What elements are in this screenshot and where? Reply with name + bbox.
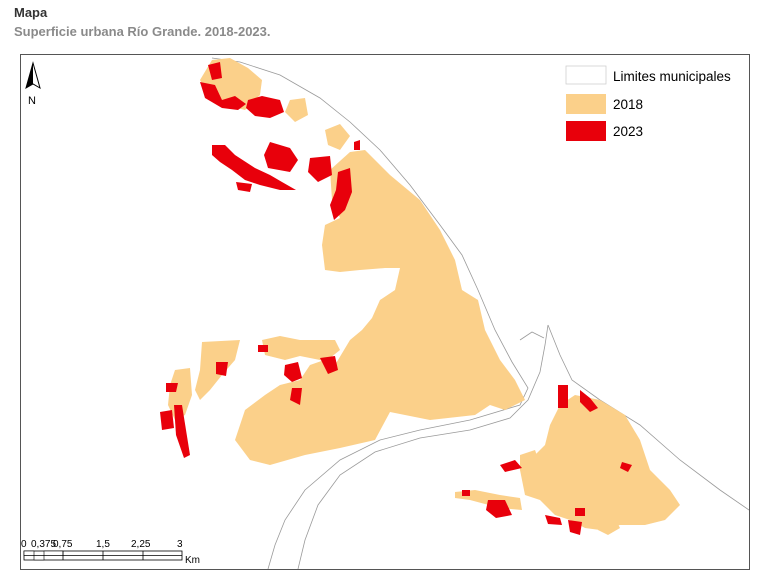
legend-swatch-2023 [566,121,606,141]
urban-2023-f [264,142,298,172]
scale-tick-3: 1,5 [96,539,110,550]
urban-2023-y [620,462,632,472]
urban-2023-s [580,390,598,412]
urban-2023-e [236,182,252,192]
urban-2023-r [558,385,568,408]
north-label: N [28,95,36,107]
urban-2023-p [160,410,174,430]
urban-2018-southeast [520,395,680,530]
urban-2023-m [290,388,302,405]
urban-2023-l [320,356,338,374]
urban-2018-main [235,150,525,465]
legend-label-limites: Limites municipales [613,69,731,84]
urban-2023-o [166,383,178,392]
urban-2023-k [284,362,302,382]
scale-tick-0: 0 [21,539,27,550]
legend-swatch-limites [565,65,607,85]
urban-2023-x [575,508,585,516]
north-arrow-icon: N [25,61,41,107]
urban-2023-b [200,82,246,110]
urban-2023-layer [160,62,632,535]
urban-2023-i [354,140,360,150]
urban-2023-t [500,460,522,472]
urban-2023-a [208,62,222,80]
urban-2023-q [174,405,190,458]
legend-swatch-2018 [566,94,606,114]
urban-2018-blob [598,518,620,535]
urban-2023-u [486,500,512,518]
urban-2018-south-small [520,450,542,478]
scale-tick-5: 3 [177,539,183,550]
urban-2023-w [568,520,582,535]
map-title: Mapa [14,5,48,20]
urban-2023-j [258,345,268,352]
scale-unit: Km [185,555,200,566]
legend: Limites municipales 2018 2023 [565,65,731,141]
scale-bar: 0 0,375 0,75 1,5 2,25 3 Km [21,539,200,566]
urban-2023-h [330,168,352,220]
urban-2023-d [212,145,296,190]
scale-tick-4: 2,25 [131,539,151,550]
urban-2018-north-east [325,124,350,150]
urban-2018-north-small [285,98,308,122]
urban-2023-g [308,156,332,182]
urban-2023-n [216,362,228,376]
legend-label-2023: 2023 [613,124,643,139]
legend-label-2018: 2018 [613,97,643,112]
urban-2018-far-west [168,368,192,420]
urban-2023-v [545,515,562,525]
scale-tick-1: 0,375 [31,539,56,550]
urban-2023-z [462,490,470,496]
scale-tick-2: 0,75 [53,539,73,550]
urban-2023-c [246,96,284,118]
map-subtitle: Superficie urbana Río Grande. 2018-2023. [14,24,271,39]
